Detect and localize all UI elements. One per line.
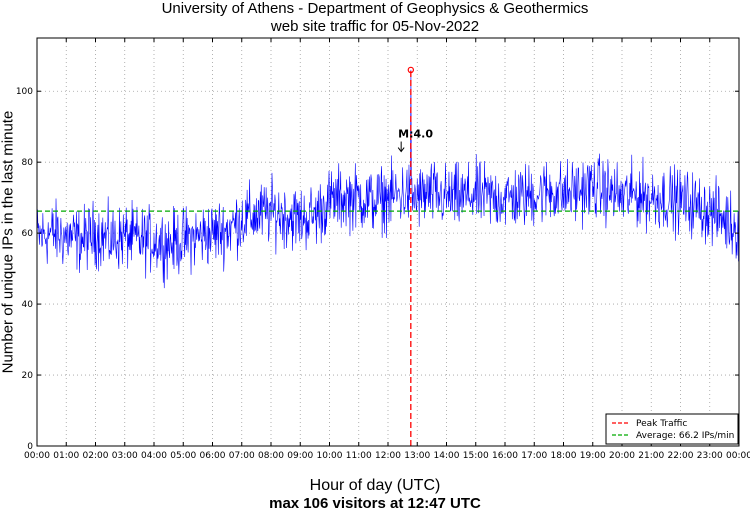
- x-tick-label: 12:00: [375, 451, 401, 461]
- x-tick-label: 07:00: [229, 451, 255, 461]
- x-tick-label: 15:00: [463, 451, 489, 461]
- legend-box: [605, 413, 739, 445]
- x-tick-label: 08:00: [258, 451, 284, 461]
- x-tick-label: 04:00: [141, 451, 167, 461]
- series-line-traffic: [36, 69, 740, 289]
- x-tick-label: 17:00: [521, 451, 547, 461]
- x-tick-label: 18:00: [551, 451, 577, 461]
- annotation-label: M:4.0: [398, 128, 433, 141]
- y-tick-label: 100: [16, 87, 33, 97]
- plot-frame: [36, 37, 740, 447]
- y-tick-label: 80: [22, 158, 34, 168]
- x-axis-label: Hour of day (UTC): [309, 477, 441, 494]
- annotations: M:4.0: [397, 128, 433, 153]
- x-tick-label: 00:00: [24, 451, 50, 461]
- x-tick-label: 01:00: [53, 451, 79, 461]
- y-tick-label: 60: [22, 229, 34, 239]
- x-tick-label: 09:00: [287, 451, 313, 461]
- legend-label: Average: 66.2 IPs/min: [636, 431, 734, 441]
- x-tick-label: 23:00: [697, 451, 723, 461]
- y-tick-label: 0: [27, 442, 33, 452]
- x-tick-label: 06:00: [200, 451, 226, 461]
- y-tick-label: 20: [22, 371, 34, 381]
- chart-title: University of Athens - Department of Geo…: [161, 0, 589, 17]
- x-tick-label: 03:00: [112, 451, 138, 461]
- chart-subtitle: web site traffic for 05-Nov-2022: [270, 18, 480, 35]
- x-tick-label: 00:00: [726, 451, 750, 461]
- x-tick-label: 14:00: [434, 451, 460, 461]
- y-tick-label: 40: [22, 300, 34, 310]
- x-tick-label: 21:00: [638, 451, 664, 461]
- x-tick-label: 10:00: [317, 451, 343, 461]
- x-tick-label: 02:00: [83, 451, 109, 461]
- legend-label: Peak Traffic: [636, 419, 687, 429]
- traffic-chart: 00:00 01:00 02:00 03:00 04:00 05:00 06:00 07:00…: [16, 37, 750, 461]
- x-tick-label: 19:00: [580, 451, 606, 461]
- x-tick-label: 11:00: [346, 451, 372, 461]
- x-tick-label: 20:00: [609, 451, 635, 461]
- x-tick-label: 22:00: [668, 451, 694, 461]
- peak-marker: [407, 66, 415, 74]
- series-lines: [36, 66, 740, 446]
- chart-title-block: University of Athens - Department of Geo…: [0, 0, 750, 36]
- x-tick-label: 05:00: [170, 451, 196, 461]
- peak-caption: max 106 visitors at 12:47 UTC: [269, 495, 481, 512]
- legend: Peak Traffic Average: 66.2 IPs/min: [605, 413, 739, 445]
- x-tick-label: 16:00: [492, 451, 518, 461]
- grid-lines: [37, 38, 739, 446]
- x-tick-label: 13:00: [404, 451, 430, 461]
- axis-ticks: 00:00 01:00 02:00 03:00 04:00 05:00 06:00 07:00…: [16, 38, 750, 461]
- annotation-arrow-head: [397, 147, 405, 153]
